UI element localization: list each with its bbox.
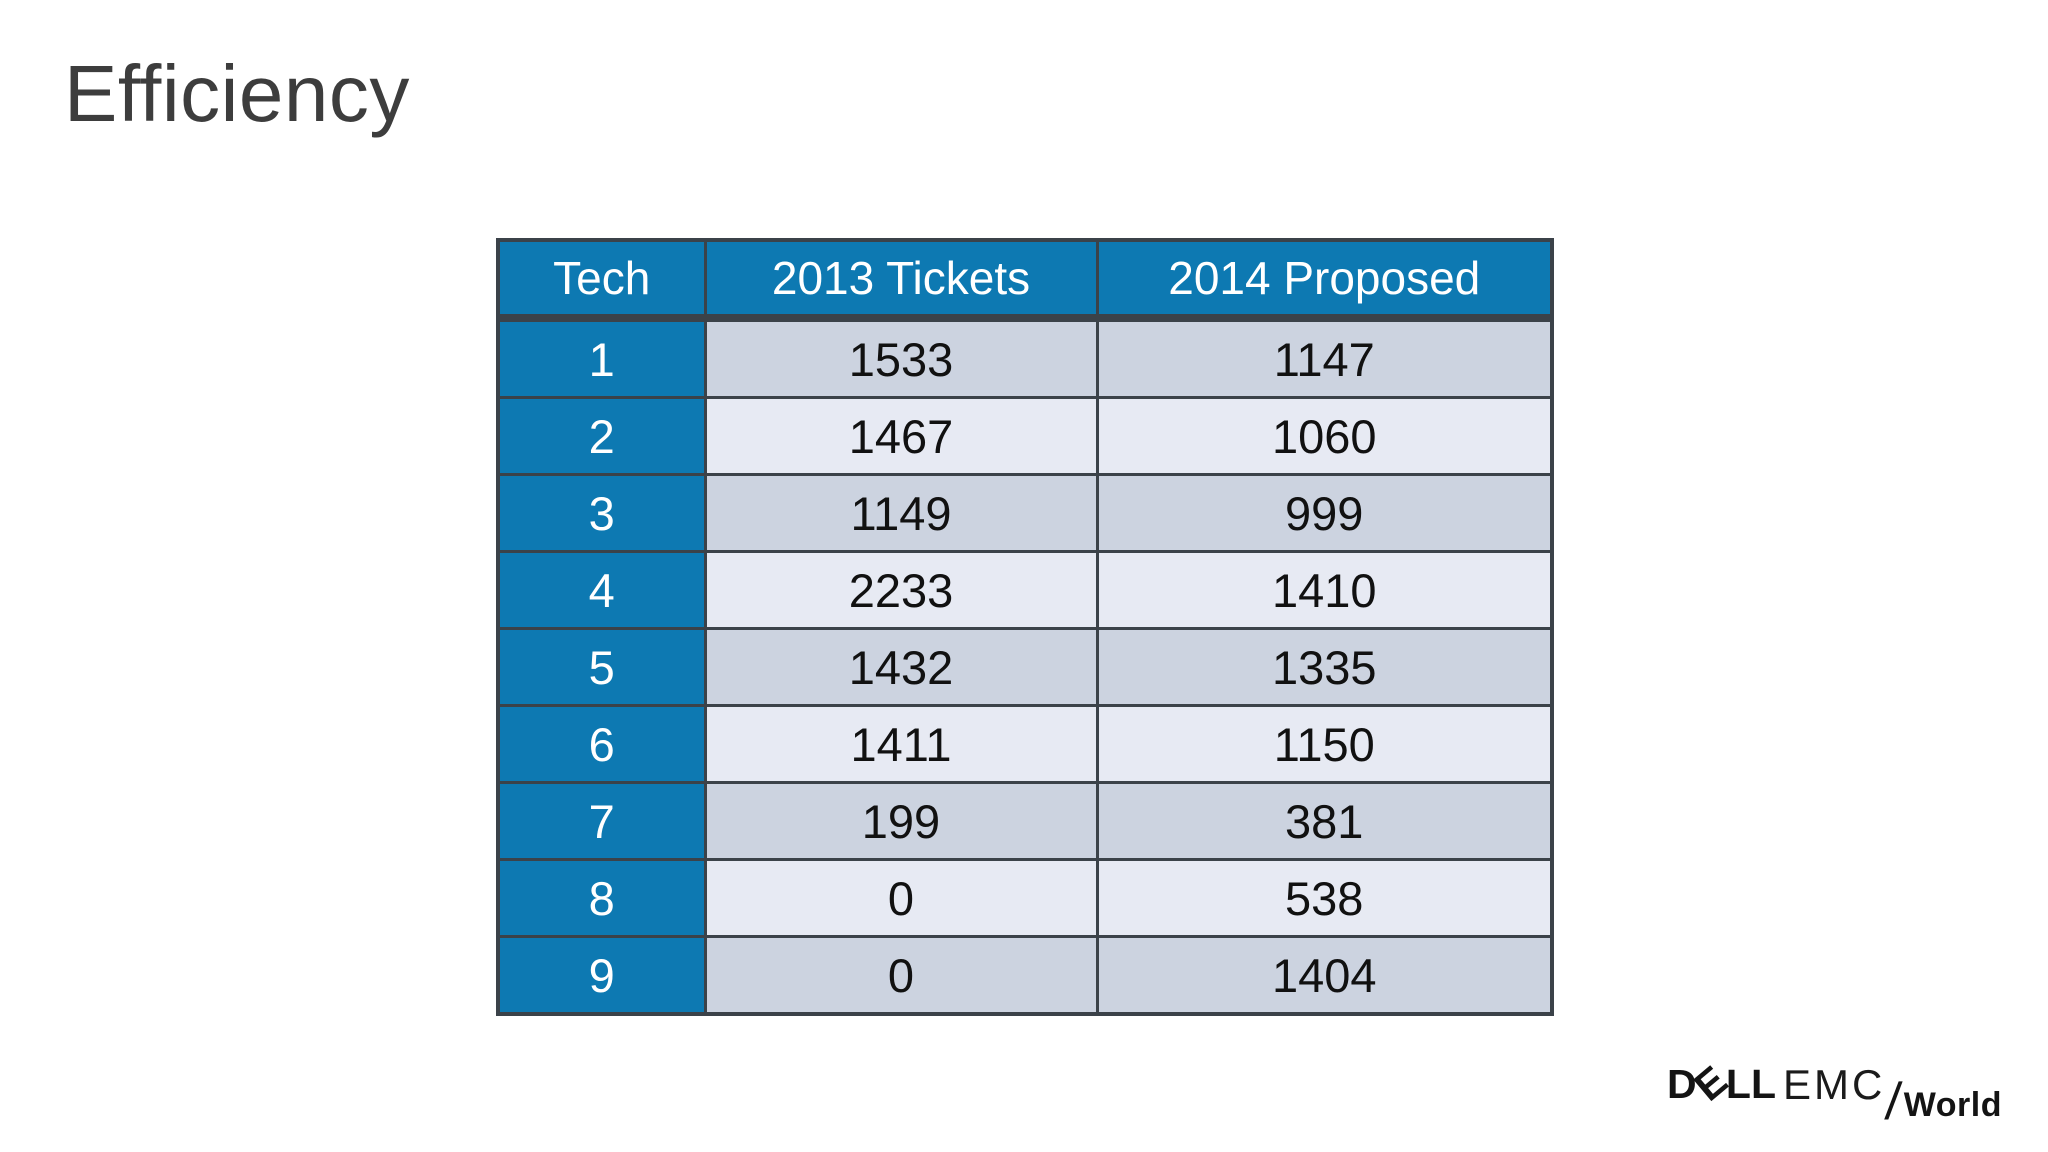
table-row: 4 2233 1410 [496,550,1554,630]
tickets-2013-cell: 199 [703,781,1099,861]
proposed-2014-cell: 1404 [1095,935,1554,1016]
tickets-2013-cell: 1533 [703,316,1099,399]
tech-cell: 1 [496,316,707,399]
tickets-2013-cell: 1432 [703,627,1099,707]
table-header-row: Tech 2013 Tickets 2014 Proposed [496,238,1554,322]
dell-letters-ll: LL [1725,1061,1776,1107]
col-header-2013-tickets: 2013 Tickets [703,238,1099,322]
table-row: 1 1533 1147 [496,316,1554,399]
table-row: 3 1149 999 [496,473,1554,553]
tickets-2013-cell: 1467 [703,396,1099,476]
table-row: 9 0 1404 [496,935,1554,1016]
tickets-2013-cell: 0 [703,858,1099,938]
proposed-2014-cell: 1150 [1095,704,1554,784]
tech-cell: 5 [496,627,707,707]
col-header-tech: Tech [496,238,707,322]
col-header-2014-proposed: 2014 Proposed [1095,238,1554,322]
tech-cell: 7 [496,781,707,861]
tech-cell: 9 [496,935,707,1016]
tech-cell: 3 [496,473,707,553]
dell-letter-d: D [1666,1061,1697,1107]
tickets-2013-cell: 1411 [703,704,1099,784]
logo-slash: / [1883,1073,1904,1131]
emc-logo-text: EMC [1783,1061,1886,1108]
tech-cell: 8 [496,858,707,938]
tech-cell: 2 [496,396,707,476]
proposed-2014-cell: 538 [1095,858,1554,938]
tech-cell: 4 [496,550,707,630]
world-logo-text: World [1903,1086,2002,1124]
tickets-2013-cell: 0 [703,935,1099,1016]
tickets-2013-cell: 1149 [703,473,1099,553]
table-row: 5 1432 1335 [496,627,1554,707]
tickets-2013-cell: 2233 [703,550,1099,630]
table-row: 2 1467 1060 [496,396,1554,476]
proposed-2014-cell: 381 [1095,781,1554,861]
table-row: 6 1411 1150 [496,704,1554,784]
dell-logo-text: D E LL [1666,1057,1776,1110]
proposed-2014-cell: 1335 [1095,627,1554,707]
proposed-2014-cell: 1060 [1095,396,1554,476]
proposed-2014-cell: 1147 [1095,316,1554,399]
dell-emc-world-logo: D E LL EMC / World [1666,1057,2002,1131]
efficiency-table: Tech 2013 Tickets 2014 Proposed 1 1533 1… [496,238,1554,1016]
proposed-2014-cell: 1410 [1095,550,1554,630]
tech-cell: 6 [496,704,707,784]
page-title: Efficiency [64,49,410,138]
table-row: 7 199 381 [496,781,1554,861]
table-row: 8 0 538 [496,858,1554,938]
proposed-2014-cell: 999 [1095,473,1554,553]
